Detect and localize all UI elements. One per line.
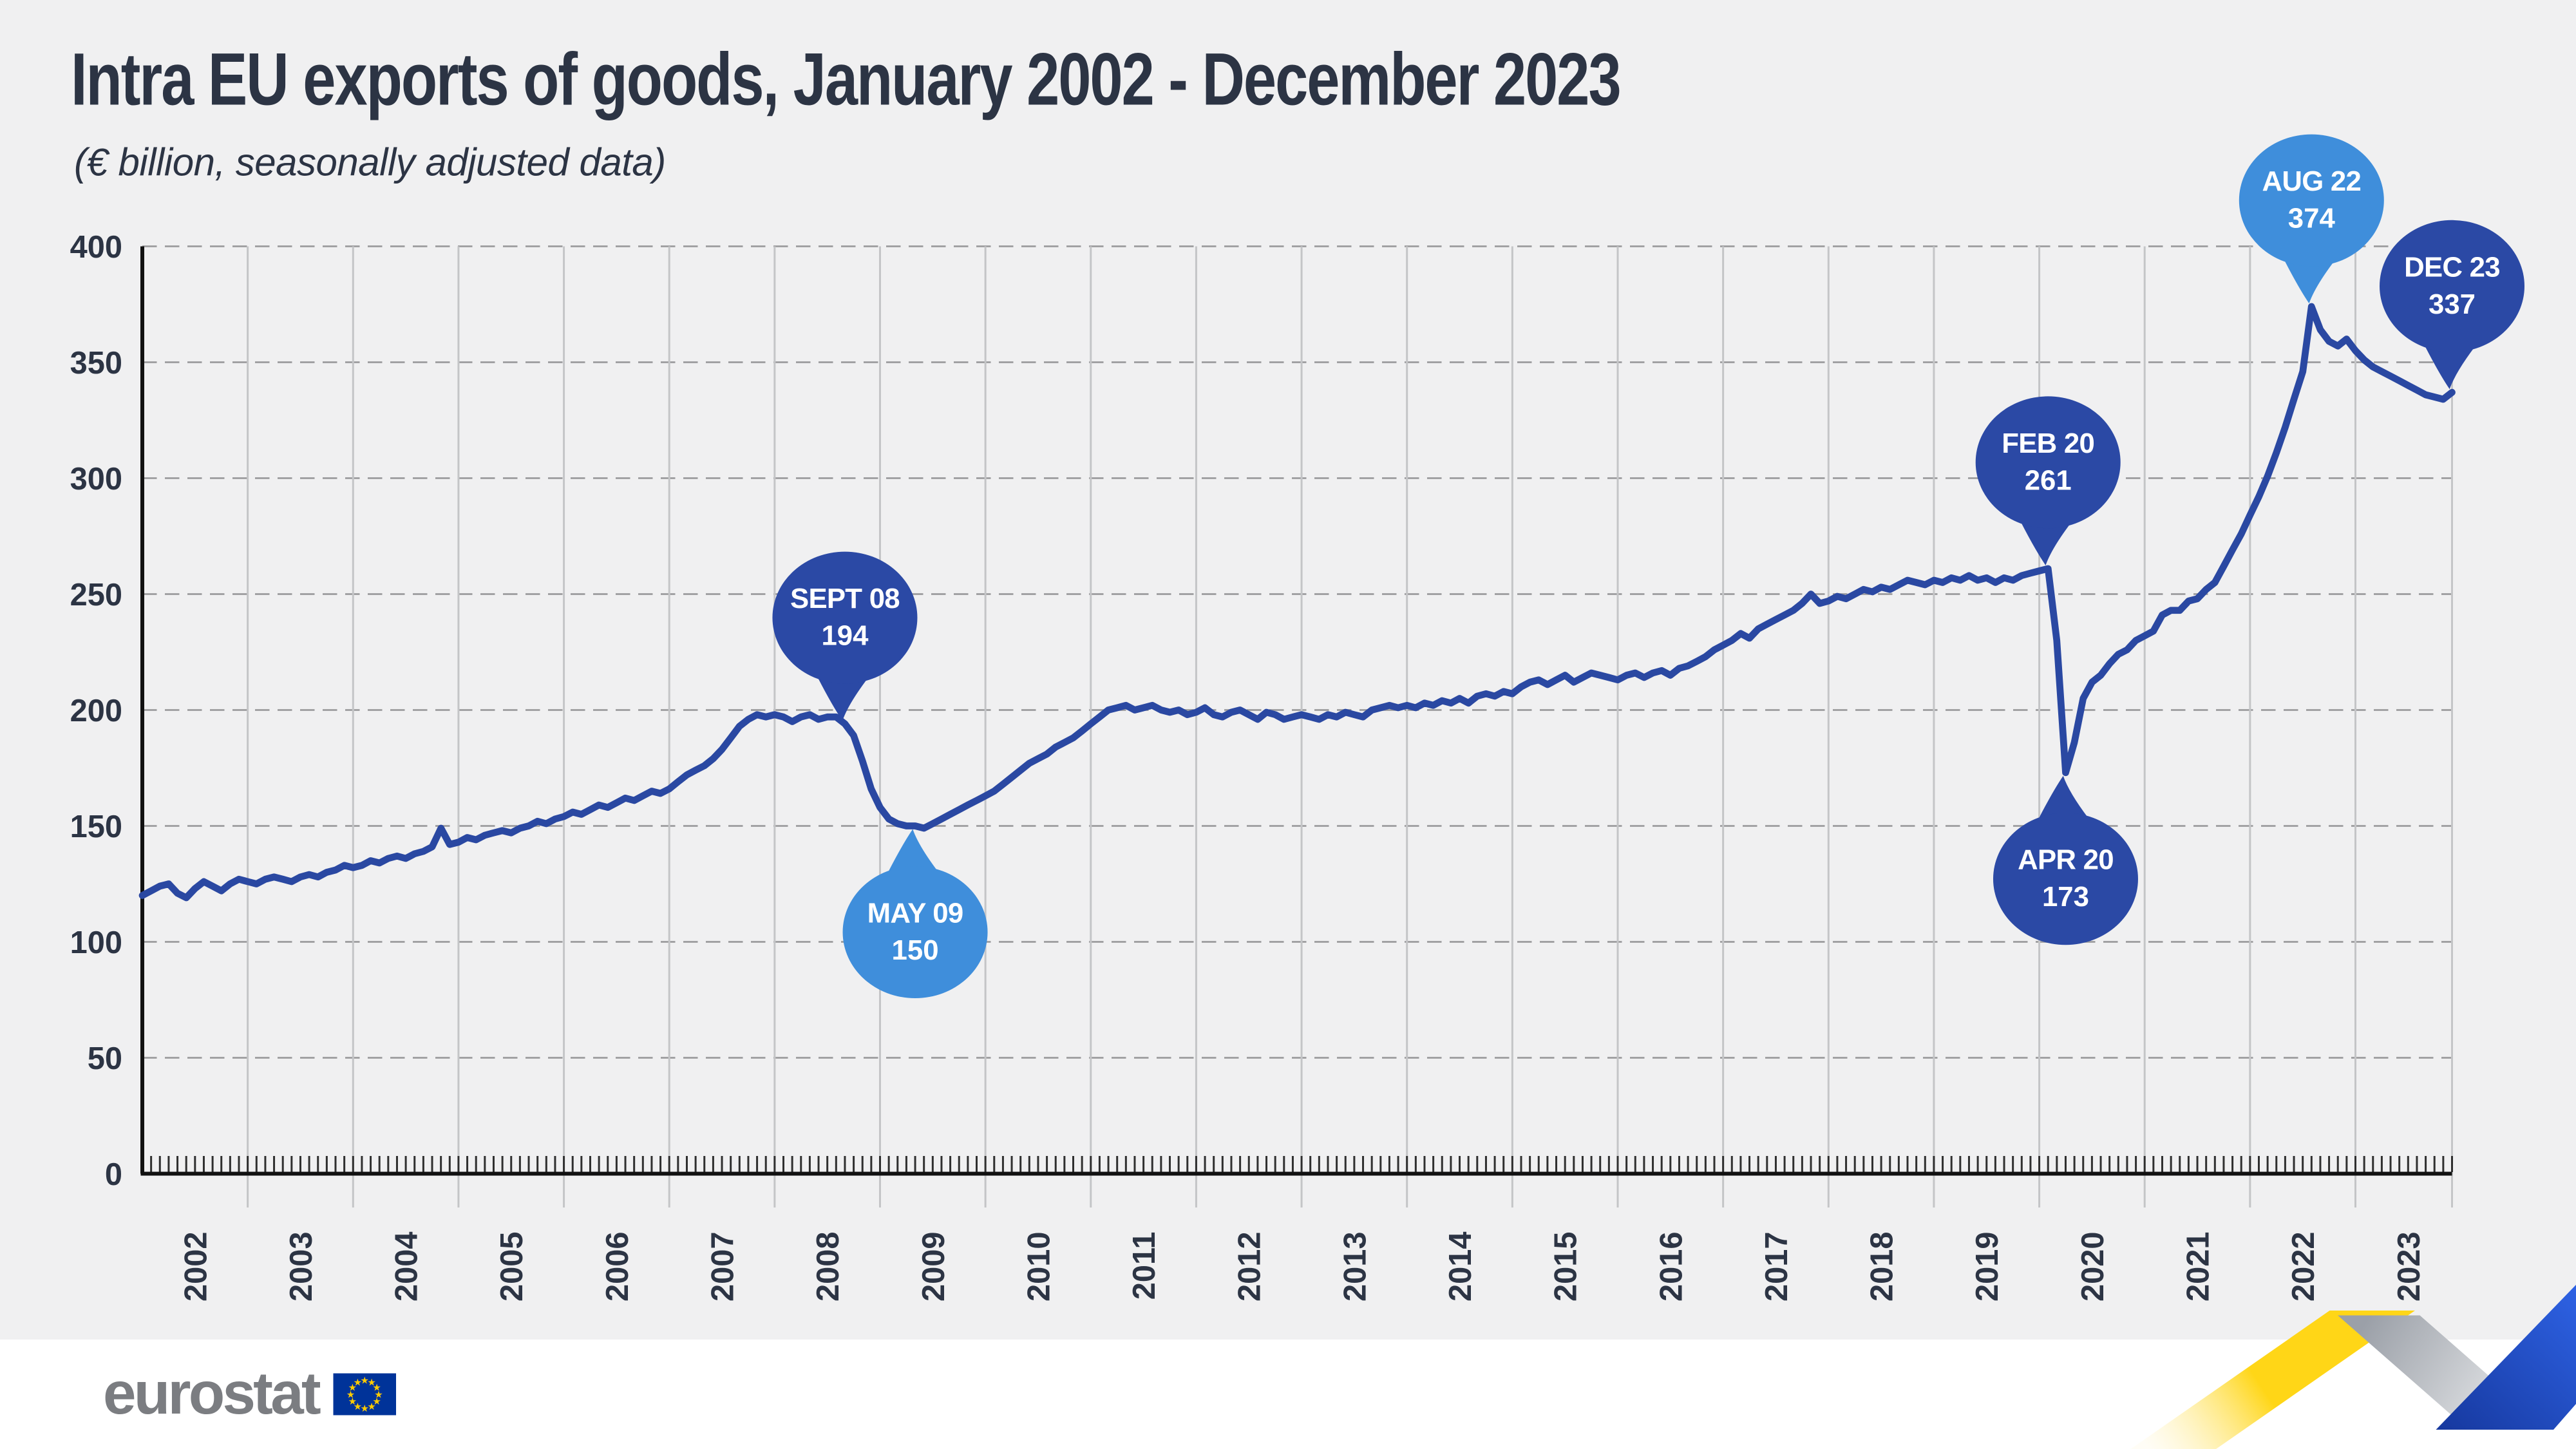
eu-flag-star: ★ (348, 1396, 357, 1407)
callout-value: 337 (2429, 289, 2476, 320)
x-axis-year-label: 2016 (1654, 1232, 1689, 1302)
eu-flag-field (333, 1373, 396, 1416)
callout-value: 374 (2288, 203, 2336, 234)
callout-bubble: SEPT 08 194 (772, 551, 918, 721)
ribbon-yellow-band (2130, 1311, 2415, 1449)
x-axis-year-label: 2007 (706, 1232, 741, 1302)
x-axis-year-label: 2014 (1443, 1232, 1478, 1302)
callout-bubble: FEB 20 261 (1975, 396, 2121, 565)
x-axis-year-label: 2022 (2286, 1232, 2321, 1302)
y-axis-label: 350 (70, 346, 122, 381)
x-axis-year-label: 2008 (811, 1232, 846, 1302)
x-axis-year-label: 2012 (1233, 1232, 1267, 1302)
callout-label: APR 20 (2018, 844, 2114, 876)
callout-bubble: AUG 22 374 (2239, 134, 2384, 304)
callout-bubble: DEC 23 337 (2380, 220, 2524, 390)
callout-ellipse (772, 551, 918, 684)
chart-subtitle: (€ billion, seasonally adjusted data) (74, 142, 666, 185)
x-axis-year-label: 2010 (1021, 1232, 1056, 1302)
x-axis-year-label: 2019 (1970, 1232, 2005, 1302)
x-axis-year-label: 2011 (1127, 1232, 1162, 1300)
eu-flag-icon: ★★★★★★★★★★★★ (333, 1373, 396, 1416)
callout-label: MAY 09 (867, 898, 963, 929)
chart-background (0, 0, 2576, 1340)
x-axis-year-label: 2021 (2181, 1232, 2216, 1302)
callout-label: AUG 22 (2262, 166, 2362, 197)
callout-bubble: APR 20 173 (1993, 775, 2138, 945)
y-axis-label: 100 (70, 925, 122, 960)
y-axis-label: 200 (70, 694, 122, 728)
x-axis-year-label: 2013 (1338, 1232, 1372, 1302)
eu-flag-star: ★ (374, 1389, 383, 1400)
y-axis-label: 300 (70, 462, 122, 497)
callout-label: DEC 23 (2404, 251, 2500, 283)
y-axis-label: 400 (70, 230, 122, 265)
callout-ellipse (1993, 813, 2138, 945)
eu-flag-star: ★ (367, 1401, 375, 1412)
ribbon-decoration (2130, 1285, 2576, 1449)
x-axis-year-label: 2018 (1865, 1232, 1900, 1302)
callout-label: FEB 20 (2002, 428, 2094, 459)
x-axis-year-label: 2004 (390, 1232, 424, 1302)
callout-value: 173 (2042, 881, 2089, 913)
callout-bubble: MAY 09 150 (842, 829, 988, 998)
page-title: Intra EU exports of goods, January 2002 … (71, 37, 1622, 121)
x-axis-year-label: 2003 (284, 1232, 319, 1302)
y-axis-label: 250 (70, 578, 122, 612)
x-axis-year-label: 2023 (2392, 1232, 2427, 1302)
y-axis-label: 0 (105, 1157, 122, 1192)
callout-ellipse (2380, 220, 2524, 352)
y-axis-label: 50 (88, 1041, 122, 1076)
x-axis-year-label: 2015 (1549, 1232, 1584, 1302)
ribbon-blue-band (2436, 1285, 2576, 1430)
x-axis-year-label: 2002 (178, 1232, 213, 1302)
x-axis-year-label: 2005 (495, 1232, 529, 1302)
eu-flag-star: ★ (367, 1377, 375, 1388)
eu-flag-star: ★ (346, 1389, 355, 1400)
callout-ellipse (842, 866, 988, 998)
eu-flag-star: ★ (360, 1403, 368, 1414)
x-axis-year-label: 2009 (916, 1232, 951, 1302)
callout-value: 150 (892, 934, 939, 966)
callout-ellipse (2239, 134, 2384, 267)
callout-value: 261 (2025, 464, 2072, 496)
callout-ellipse (1975, 396, 2121, 529)
footer: eurostat ★ ★ ★ ★ ★ ★ ★ ★ ★ ★ ★ ★ (103, 1349, 396, 1439)
eu-flag-star: ★ (372, 1382, 381, 1393)
eu-flag-star: ★ (372, 1396, 381, 1407)
y-axis-label: 150 (70, 810, 122, 844)
eu-flag-star: ★ (354, 1401, 362, 1412)
x-axis-year-label: 2017 (1759, 1232, 1794, 1302)
eu-flag-star: ★ (360, 1376, 368, 1387)
callout-label: SEPT 08 (790, 583, 900, 614)
data-line (138, 303, 2456, 902)
eu-flag-star: ★ (348, 1382, 357, 1393)
eu-flag-star: ★ (354, 1377, 362, 1388)
eurostat-wordmark: eurostat (103, 1360, 321, 1427)
x-axis-year-label: 2020 (2076, 1232, 2110, 1302)
callout-value: 194 (821, 620, 869, 652)
x-axis-year-label: 2006 (600, 1232, 635, 1302)
